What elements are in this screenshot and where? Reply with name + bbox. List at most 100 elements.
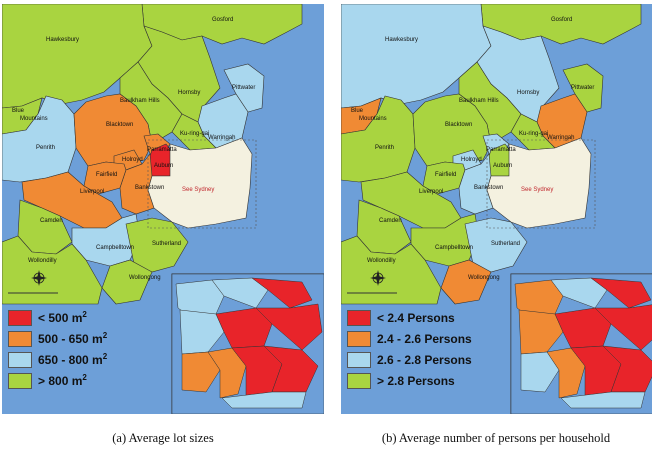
- legend-item: 650 - 800 m2: [8, 349, 107, 370]
- region-wollondilly: [341, 235, 442, 305]
- map-b-svg: Gosford Hawkesbury Baulkham Hills Hornsby Pi…: [341, 4, 652, 414]
- label-campbelltown: Campbelltown: [96, 245, 134, 251]
- compass-needle: [370, 270, 386, 286]
- legend-unit-superscript: 2: [102, 352, 108, 361]
- map-a-svg: Gosford Hawkesbury Baulkham Hills Hornsby Pi…: [2, 4, 324, 414]
- label-wollondilly: Wollondilly: [28, 258, 57, 264]
- label-see-sydney: See Sydney: [521, 187, 553, 193]
- label-wollongong: Wollongong: [468, 275, 500, 281]
- legend-swatch: [8, 330, 32, 347]
- inset-region: [211, 277, 269, 309]
- label-hawkesbury: Hawkesbury: [385, 37, 418, 43]
- label-kuringgai: Ku-ring-gai: [180, 131, 209, 137]
- legend-label: 2.6 - 2.8 Persons: [377, 352, 472, 367]
- legend-b: < 2.4 Persons 2.4 - 2.6 Persons 2.6 - 2.8 …: [347, 307, 472, 391]
- legend-swatch: [8, 309, 32, 326]
- label-blacktown: Blacktown: [445, 122, 472, 128]
- legend-swatch: [347, 351, 371, 368]
- region-sydney: [486, 137, 592, 229]
- label-baulkham: Baulkham Hills: [120, 98, 160, 104]
- legend-item: 2.6 - 2.8 Persons: [347, 349, 472, 370]
- inset-map: [171, 273, 324, 414]
- compass-needle: [31, 270, 47, 286]
- label-blue-mountains-1: Blue: [12, 108, 25, 114]
- inset-map: [510, 273, 652, 414]
- map-panel-a: Gosford Hawkesbury Baulkham Hills Hornsby Pi…: [2, 4, 324, 414]
- legend-item: > 800 m2: [8, 370, 107, 391]
- inset-region: [179, 309, 225, 355]
- inset-region: [251, 277, 313, 309]
- legend-swatch: [8, 372, 32, 389]
- legend-label: 500 - 650 m2: [38, 331, 108, 346]
- inset-region: [518, 309, 564, 355]
- label-blue-mountains-2: Mountains: [359, 116, 387, 122]
- label-wollongong: Wollongong: [129, 275, 161, 281]
- label-gosford: Gosford: [551, 17, 572, 23]
- legend-swatch: [347, 330, 371, 347]
- label-auburn: Auburn: [493, 163, 512, 169]
- label-holroyd: Holroyd: [122, 157, 143, 163]
- label-campbelltown: Campbelltown: [435, 245, 473, 251]
- legend-swatch: [8, 351, 32, 368]
- sydney-outline-box: [486, 139, 596, 229]
- region-sydney: [147, 137, 253, 229]
- legend-label: 2.4 - 2.6 Persons: [377, 331, 472, 346]
- inset-region: [221, 391, 307, 409]
- inset-region: [590, 277, 652, 309]
- legend-label: > 2.8 Persons: [377, 373, 455, 388]
- label-hawkesbury: Hawkesbury: [46, 37, 79, 43]
- caption-b: (b) Average number of persons per househ…: [381, 431, 611, 445]
- label-parramatta: Parramatta: [147, 147, 177, 153]
- label-liverpool: Liverpool: [419, 189, 443, 195]
- legend-label: > 800 m2: [38, 373, 87, 388]
- label-see-sydney: See Sydney: [182, 187, 214, 193]
- inset-region: [550, 277, 608, 309]
- region-wollondilly: [2, 235, 103, 305]
- label-camden: Camden: [40, 218, 63, 224]
- legend-item: < 2.4 Persons: [347, 307, 472, 328]
- label-sutherland: Sutherland: [152, 241, 181, 247]
- legend-label: < 500 m2: [38, 310, 87, 325]
- compass-icon: [31, 270, 47, 286]
- map-panel-b: Gosford Hawkesbury Baulkham Hills Hornsby Pi…: [341, 4, 652, 414]
- legend-item: < 500 m2: [8, 307, 107, 328]
- label-pittwater: Pittwater: [571, 85, 594, 91]
- caption-a: (a) Average lot sizes: [112, 431, 214, 445]
- label-kuringgai: Ku-ring-gai: [519, 131, 548, 137]
- label-liverpool: Liverpool: [80, 189, 104, 195]
- label-bankstown: Bankstown: [474, 185, 503, 191]
- label-holroyd: Holroyd: [461, 157, 482, 163]
- label-camden: Camden: [379, 218, 402, 224]
- inset-region: [560, 391, 646, 409]
- label-hornsby: Hornsby: [517, 90, 539, 96]
- label-gosford: Gosford: [212, 17, 233, 23]
- compass-icon: [370, 270, 386, 286]
- inset-region: [181, 351, 221, 393]
- legend-item: > 2.8 Persons: [347, 370, 472, 391]
- sydney-outline-box: [147, 139, 257, 229]
- label-warringah: Warringah: [208, 135, 235, 141]
- legend-unit-superscript: 2: [82, 373, 87, 382]
- legend-label: < 2.4 Persons: [377, 310, 455, 325]
- label-parramatta: Parramatta: [486, 147, 516, 153]
- label-baulkham: Baulkham Hills: [459, 98, 499, 104]
- label-hornsby: Hornsby: [178, 90, 200, 96]
- legend-a: < 500 m2 500 - 650 m2 650 - 800 m2 > 800 m2: [8, 307, 107, 391]
- label-auburn: Auburn: [154, 163, 173, 169]
- inset-region: [520, 351, 560, 393]
- label-blue-mountains-2: Mountains: [20, 116, 48, 122]
- label-penrith: Penrith: [375, 145, 394, 151]
- label-pittwater: Pittwater: [232, 85, 255, 91]
- legend-item: 500 - 650 m2: [8, 328, 107, 349]
- legend-swatch: [347, 372, 371, 389]
- legend-unit-superscript: 2: [102, 331, 108, 340]
- legend-unit-superscript: 2: [82, 310, 87, 319]
- label-warringah: Warringah: [547, 135, 574, 141]
- label-penrith: Penrith: [36, 145, 55, 151]
- label-blacktown: Blacktown: [106, 122, 133, 128]
- label-fairfield: Fairfield: [435, 172, 456, 178]
- inset-region: [255, 303, 323, 351]
- inset-region: [594, 304, 652, 351]
- label-wollondilly: Wollondilly: [367, 258, 396, 264]
- legend-label: 650 - 800 m2: [38, 352, 108, 367]
